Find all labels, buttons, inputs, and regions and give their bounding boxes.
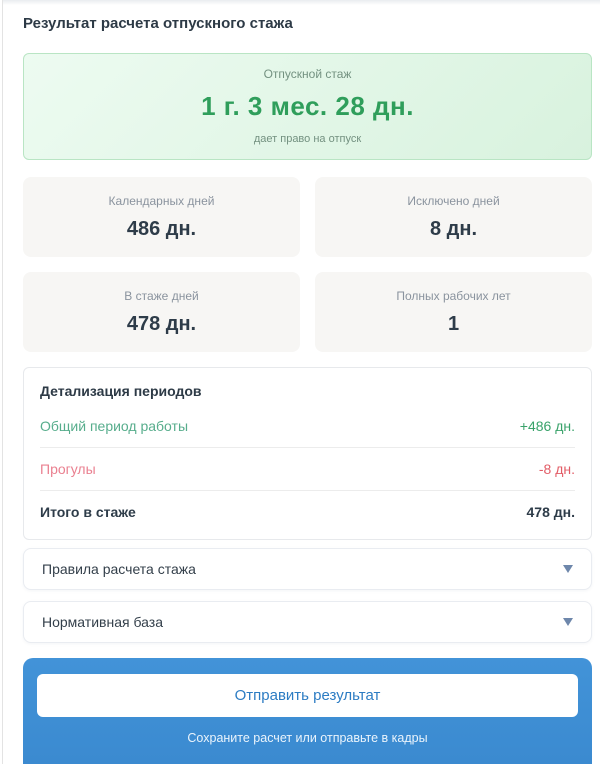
- stat-label: Календарных дней: [108, 193, 215, 208]
- summary-label: Отпускной стаж: [263, 67, 352, 81]
- stat-card-calendar-days: Календарных дней 486 дн.: [23, 177, 300, 257]
- stat-value: 478 дн.: [126, 312, 197, 335]
- stat-value: 8 дн.: [429, 217, 477, 240]
- vacation-summary-panel: Отпускной стаж 1 г. 3 мес. 28 дн. дает п…: [23, 53, 592, 160]
- detail-row-total-period: Общий период работы +486 дн.: [40, 405, 575, 447]
- detail-row-value: 478 дн.: [526, 504, 575, 520]
- stats-grid: Календарных дней 486 дн. Исключено дней …: [23, 177, 592, 352]
- detail-row-value: -8 дн.: [538, 461, 575, 477]
- detail-row-absences: Прогулы -8 дн.: [40, 447, 575, 490]
- detail-row-value: +486 дн.: [519, 418, 575, 434]
- accordion-label: Нормативная база: [42, 614, 163, 630]
- stat-card-excluded-days: Исключено дней 8 дн.: [315, 177, 592, 257]
- stat-card-full-years: Полных рабочих лет 1: [315, 272, 592, 352]
- footer-note: Сохраните расчет или отправьте в кадры: [187, 731, 428, 745]
- footer-panel: Отправить результат Сохраните расчет или…: [23, 658, 592, 764]
- stat-label: В стаже дней: [124, 288, 199, 303]
- detail-row-label: Прогулы: [40, 461, 96, 477]
- stat-label: Исключено дней: [407, 193, 500, 208]
- chevron-down-icon: [563, 565, 573, 573]
- send-result-button[interactable]: Отправить результат: [37, 674, 578, 717]
- summary-value: 1 г. 3 мес. 28 дн.: [201, 91, 414, 121]
- stat-label: Полных рабочих лет: [396, 288, 511, 303]
- details-panel: Детализация периодов Общий период работы…: [23, 367, 592, 540]
- accordion-normative-base[interactable]: Нормативная база: [23, 601, 592, 643]
- top-border: [3, 0, 600, 5]
- detail-row-total-service: Итого в стаже 478 дн.: [40, 490, 575, 533]
- content-area: Результат расчета отпускного стажа Отпус…: [3, 5, 600, 764]
- detail-row-label: Общий период работы: [40, 418, 189, 434]
- detail-row-label: Итого в стаже: [40, 504, 136, 520]
- summary-note: дает право на отпуск: [253, 133, 362, 145]
- page-title: Результат расчета отпускного стажа: [23, 15, 293, 32]
- stat-value: 486 дн.: [126, 217, 197, 240]
- details-title: Детализация периодов: [40, 383, 202, 399]
- accordion-calculation-rules[interactable]: Правила расчета стажа: [23, 548, 592, 590]
- stat-card-service-days: В стаже дней 478 дн.: [23, 272, 300, 352]
- chevron-down-icon: [563, 618, 573, 626]
- stat-value: 1: [447, 312, 460, 335]
- accordion-label: Правила расчета стажа: [42, 561, 196, 577]
